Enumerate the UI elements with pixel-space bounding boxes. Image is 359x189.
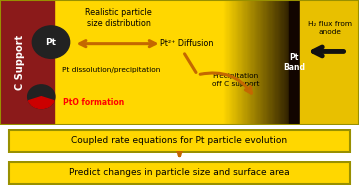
Bar (234, 0, 237, 125)
Bar (279, 0, 281, 125)
Bar (288, 0, 290, 125)
Text: Pt
Band: Pt Band (283, 53, 306, 72)
Bar (237, 0, 239, 125)
Wedge shape (28, 97, 54, 108)
Text: PtO formation: PtO formation (63, 98, 124, 107)
Bar (230, 0, 232, 125)
Circle shape (28, 85, 55, 108)
Bar (229, 0, 230, 125)
Bar (275, 0, 277, 125)
Bar (248, 0, 250, 125)
Bar (272, 0, 274, 125)
Bar (280, 0, 282, 125)
Bar (226, 0, 228, 125)
Bar (265, 0, 266, 125)
Text: Predict changes in particle size and surface area: Predict changes in particle size and sur… (69, 168, 290, 177)
Bar (270, 0, 272, 125)
Bar (293, 0, 295, 125)
Bar (250, 0, 252, 125)
Bar (278, 0, 280, 125)
Bar (286, 0, 288, 125)
Bar (233, 0, 235, 125)
Bar (281, 0, 283, 125)
FancyArrowPatch shape (200, 73, 251, 93)
Bar (262, 0, 264, 125)
Bar (292, 0, 294, 125)
Text: H₂ flux from
anode: H₂ flux from anode (308, 21, 352, 35)
Bar (267, 0, 269, 125)
Bar (269, 0, 271, 125)
Text: Pt dissolution/precipitation: Pt dissolution/precipitation (62, 67, 160, 73)
Bar (232, 0, 234, 125)
Bar (243, 0, 245, 125)
Bar (239, 0, 241, 125)
Bar (263, 0, 265, 125)
FancyBboxPatch shape (9, 162, 350, 184)
Bar (274, 0, 276, 125)
Text: Realistic particle
size distribution: Realistic particle size distribution (85, 8, 152, 28)
Text: Precipitation
off C support: Precipitation off C support (212, 73, 259, 87)
Bar (236, 0, 238, 125)
Circle shape (32, 26, 70, 58)
Bar (231, 0, 233, 125)
Bar (255, 0, 257, 125)
Bar (238, 0, 240, 125)
Bar (224, 0, 226, 125)
Text: Pt: Pt (46, 38, 56, 47)
Bar (285, 0, 287, 125)
Bar (258, 0, 260, 125)
Bar (223, 0, 224, 125)
Bar (245, 0, 247, 125)
Text: C Support: C Support (15, 35, 25, 90)
Bar (289, 0, 300, 125)
Bar (260, 0, 262, 125)
Bar (287, 0, 289, 125)
Bar (266, 0, 267, 125)
Bar (268, 0, 270, 125)
Text: Coupled rate equations for Pt particle evolution: Coupled rate equations for Pt particle e… (71, 136, 288, 145)
Bar (273, 0, 275, 125)
Bar (290, 0, 292, 125)
Bar (54, 0, 359, 125)
Bar (276, 0, 278, 125)
Bar (249, 0, 251, 125)
Bar (291, 0, 293, 125)
Bar (283, 0, 284, 125)
Bar (251, 0, 253, 125)
Bar (241, 0, 242, 125)
Bar (227, 0, 229, 125)
FancyArrowPatch shape (176, 147, 183, 155)
Bar (252, 0, 255, 125)
Bar (0, 0, 54, 125)
Bar (257, 0, 259, 125)
Bar (284, 0, 285, 125)
FancyArrowPatch shape (185, 54, 196, 72)
Bar (247, 0, 248, 125)
Bar (300, 0, 359, 125)
Text: Pt²⁺ Diffusion: Pt²⁺ Diffusion (160, 39, 213, 48)
Bar (261, 0, 263, 125)
FancyBboxPatch shape (9, 130, 350, 152)
Bar (256, 0, 258, 125)
Bar (242, 0, 244, 125)
Bar (225, 0, 227, 125)
Bar (244, 0, 246, 125)
Bar (254, 0, 256, 125)
